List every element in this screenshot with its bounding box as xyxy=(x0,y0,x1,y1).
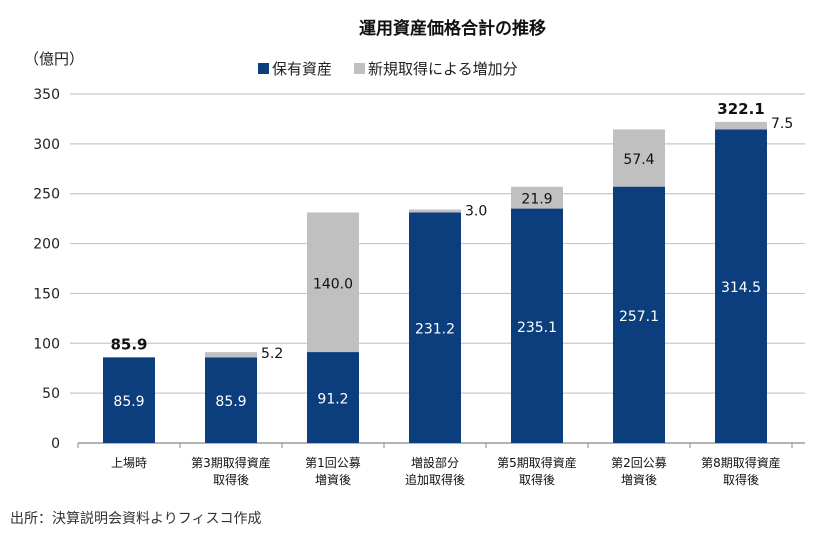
bar-holding xyxy=(613,186,665,443)
data-label-holding: 235.1 xyxy=(517,320,557,336)
y-tick-label: 50 xyxy=(42,386,60,402)
chart-title: 運用資産価格合計の推移 xyxy=(359,19,546,39)
data-label-increase: 7.5 xyxy=(771,116,793,132)
x-tick-label: 増資後 xyxy=(621,473,657,487)
legend: 保有資産 新規取得による増加分 xyxy=(258,58,518,79)
data-label-increase: 3.0 xyxy=(465,203,487,219)
x-tick-label: 取得後 xyxy=(723,472,759,487)
y-tick-label: 0 xyxy=(51,436,60,452)
x-tick-label: 増設部分 xyxy=(411,455,459,470)
x-tick-label: 第3期取得資産 xyxy=(191,455,271,470)
y-tick-label: 100 xyxy=(33,336,60,352)
data-label-holding: 314.5 xyxy=(721,280,761,296)
bar-holding xyxy=(409,212,461,443)
x-tick-label: 取得後 xyxy=(213,472,249,487)
legend-label-increase: 新規取得による増加分 xyxy=(368,60,518,78)
data-label-holding: 257.1 xyxy=(619,309,659,325)
x-tick-label: 追加取得後 xyxy=(405,472,465,487)
y-axis-unit: （億円） xyxy=(24,50,85,68)
bar-increase xyxy=(511,186,563,209)
data-label-increase: 5.2 xyxy=(261,346,283,362)
legend-item-holding: 保有資産 xyxy=(258,58,332,79)
bar-increase xyxy=(409,209,461,213)
y-tick-label: 150 xyxy=(33,286,60,302)
data-label-holding: 85.9 xyxy=(215,394,246,410)
bar-holding xyxy=(511,208,563,443)
x-tick-label: 上場時 xyxy=(111,456,147,470)
legend-swatch-increase xyxy=(354,63,366,74)
total-label: 322.1 xyxy=(717,100,764,118)
bar-increase xyxy=(613,129,665,187)
legend-label-holding: 保有資産 xyxy=(272,60,333,78)
legend-swatch-holding xyxy=(258,63,269,74)
bar-increase xyxy=(307,212,359,353)
x-tick-label: 取得後 xyxy=(519,472,555,487)
x-tick-label: 増資後 xyxy=(315,473,351,487)
y-tick-label: 250 xyxy=(33,187,60,203)
total-label: 85.9 xyxy=(110,335,147,353)
data-label-holding: 91.2 xyxy=(317,392,348,408)
x-tick-label: 第2回公募 xyxy=(611,456,667,470)
data-label-increase: 57.4 xyxy=(623,152,654,168)
bar-increase xyxy=(715,121,767,130)
bar-holding xyxy=(715,129,767,444)
bar-holding xyxy=(103,357,155,443)
data-label-holding: 231.2 xyxy=(415,322,455,338)
bar-holding xyxy=(307,352,359,443)
data-label-increase: 21.9 xyxy=(521,192,552,208)
bar-holding xyxy=(205,357,257,443)
x-tick-label: 第1回公募 xyxy=(305,456,361,470)
y-tick-label: 350 xyxy=(33,87,60,103)
data-label-holding: 85.9 xyxy=(113,394,144,410)
source-note: 出所：決算説明会資料よりフィスコ作成 xyxy=(10,511,262,527)
data-label-increase: 140.0 xyxy=(313,276,353,292)
bar-increase xyxy=(205,352,257,358)
x-tick-label: 第5期取得資産 xyxy=(497,455,577,470)
y-tick-label: 300 xyxy=(33,137,60,153)
legend-item-increase: 新規取得による増加分 xyxy=(354,58,518,79)
y-tick-label: 200 xyxy=(33,237,60,253)
x-tick-label: 第8期取得資産 xyxy=(701,455,781,470)
